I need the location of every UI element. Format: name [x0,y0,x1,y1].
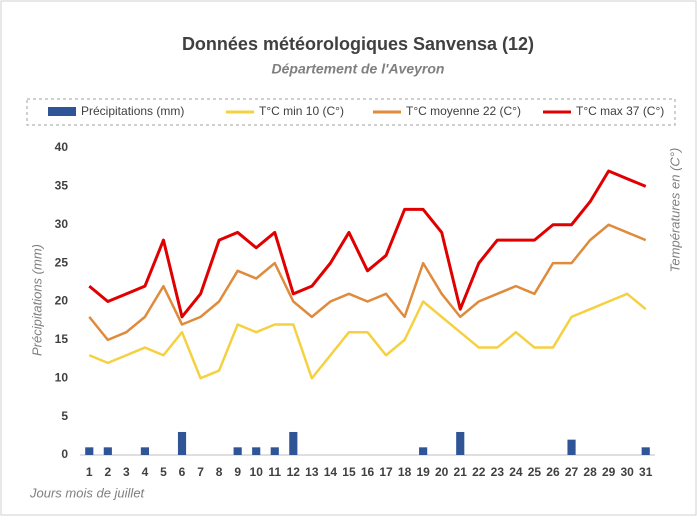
bar [641,447,650,455]
bar [270,447,279,455]
x-tick-label: 30 [620,465,634,479]
bar [103,447,112,455]
x-tick-label: 3 [123,465,130,479]
y-tick-label: 25 [55,255,69,269]
bar [567,439,576,455]
chart-subtitle: Département de l'Aveyron [272,61,445,77]
y-tick-label: 10 [55,370,69,384]
x-tick-label: 11 [268,465,281,479]
line [88,223,647,342]
x-tick-label: 16 [361,465,375,479]
x-tick-label: 31 [639,465,653,479]
x-tick-label: 26 [546,465,560,479]
bar [233,447,242,455]
x-tick-label: 19 [416,465,430,479]
legend-swatch [48,107,76,116]
x-tick-label: 21 [454,465,468,479]
x-tick-label: 29 [602,465,616,479]
x-tick-label: 24 [509,465,523,479]
x-tick-label: 8 [216,465,223,479]
y-tick-label: 5 [61,409,68,423]
y-axis-label: Précipitations (mm) [29,244,44,356]
x-tick-label: 7 [197,465,204,479]
bar [456,431,465,455]
y-tick-label: 40 [55,140,69,154]
legend-label: T°C max 37 (C°) [576,104,664,118]
y-tick-label: 20 [55,294,69,308]
y-tick-label: 35 [55,179,69,193]
x-tick-label: 25 [528,465,542,479]
legend-label: T°C moyenne 22 (C°) [406,104,521,118]
x-tick-label: 28 [583,465,597,479]
line [88,292,647,380]
x-tick-label: 20 [435,465,449,479]
x-tick-label: 23 [491,465,505,479]
bar [85,447,94,455]
line [88,169,647,319]
x-tick-label: 6 [179,465,186,479]
y-tick-label: 30 [55,217,69,231]
x-tick-label: 5 [160,465,167,479]
x-tick-label: 14 [324,465,338,479]
y2-axis-label: Températures en (C°) [667,148,682,273]
legend-label: T°C min 10 (C°) [259,104,344,118]
chart-title: Données météorologiques Sanvensa (12) [182,34,534,54]
x-tick-label: 1 [86,465,93,479]
bar [177,431,187,455]
x-tick-label: 27 [565,465,579,479]
bar [419,447,428,455]
x-tick-label: 18 [398,465,412,479]
x-tick-label: 17 [379,465,393,479]
x-tick-label: 2 [104,465,111,479]
x-tick-label: 10 [250,465,264,479]
x-tick-label: 4 [142,465,149,479]
y-tick-label: 15 [55,332,69,346]
x-tick-label: 15 [342,465,356,479]
x-tick-label: 13 [305,465,319,479]
x-axis-label: Jours mois de juillet [29,485,146,500]
y-tick-label: 0 [61,447,68,461]
bar [289,431,298,455]
x-tick-label: 12 [287,465,301,479]
bar [252,447,261,455]
legend-label: Précipitations (mm) [81,104,184,118]
legend-box [26,98,676,126]
bar [140,447,149,455]
x-tick-label: 22 [472,465,486,479]
x-tick-label: 9 [234,465,241,479]
